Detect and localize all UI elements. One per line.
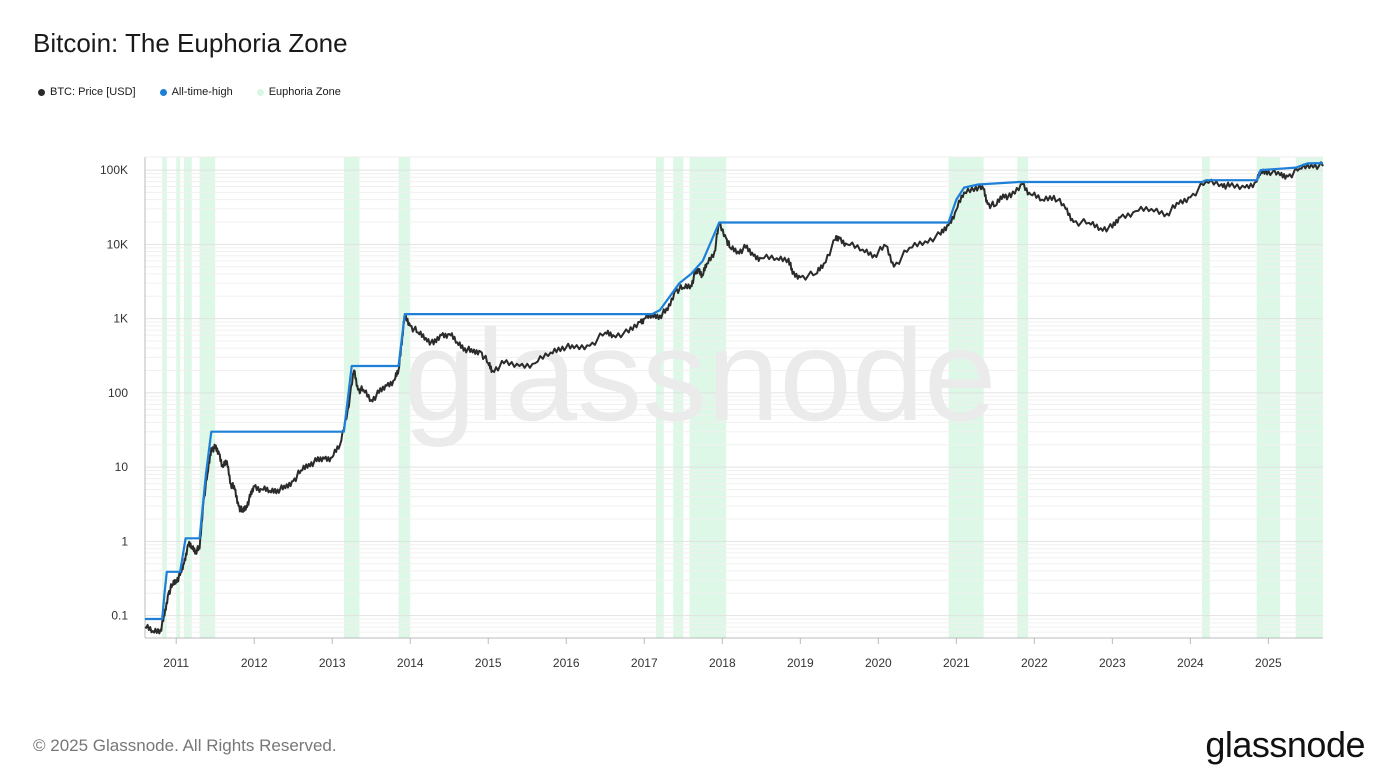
euphoria-zone-1 xyxy=(176,157,181,638)
x-tick-label-1: 2012 xyxy=(241,656,268,670)
x-tick-label-5: 2016 xyxy=(553,656,580,670)
euphoria-zone-2 xyxy=(184,157,192,638)
series-line-ath xyxy=(145,162,1324,621)
x-tick-label-14: 2025 xyxy=(1255,656,1282,670)
euphoria-zone-5 xyxy=(398,157,411,638)
axes: 0.1 1 10 100 1K 10K 100K 2011 2012 2013 2014 2015 20… xyxy=(100,156,1323,670)
legend-label-euphoria: Euphoria Zone xyxy=(268,86,341,98)
euphoria-zone-3 xyxy=(199,157,216,638)
legend-dot-price xyxy=(38,88,45,96)
legend-dot-euphoria xyxy=(256,88,264,96)
x-tick-label-12: 2023 xyxy=(1099,656,1126,670)
watermark: glassnode xyxy=(404,302,997,448)
y-tick-label-0: 0.1 xyxy=(111,609,128,623)
x-tick-label-13: 2024 xyxy=(1177,656,1204,670)
y-tick-label-1: 1 xyxy=(121,534,128,548)
euphoria-zone-4 xyxy=(343,157,360,638)
x-tick-label-3: 2014 xyxy=(397,656,424,670)
x-tick-label-10: 2021 xyxy=(943,656,970,670)
legend-item-ath[interactable]: All-time-high xyxy=(159,86,233,98)
x-tick-label-4: 2015 xyxy=(475,656,502,670)
legend-item-euphoria[interactable]: Euphoria Zone xyxy=(256,86,341,98)
chart-title: Bitcoin: The Euphoria Zone xyxy=(33,28,348,58)
legend-label-ath: All-time-high xyxy=(171,86,233,98)
y-tick-label-6: 100K xyxy=(100,163,128,177)
series-lines xyxy=(144,161,1324,635)
copyright-text: © 2025 Glassnode. All Rights Reserved. xyxy=(33,736,337,755)
euphoria-zone-6 xyxy=(655,157,664,638)
legend-item-price[interactable]: BTC: Price [USD] xyxy=(38,86,136,98)
x-tick-label-11: 2022 xyxy=(1021,656,1048,670)
series-line-price xyxy=(144,161,1324,635)
y-tick-label-2: 10 xyxy=(115,460,129,474)
x-tick-label-9: 2020 xyxy=(865,656,892,670)
gridlines xyxy=(145,169,1323,639)
x-tick-label-2: 2013 xyxy=(319,656,346,670)
euphoria-zone-7 xyxy=(673,157,684,638)
y-tick-label-4: 1K xyxy=(113,312,128,326)
x-tick-label-8: 2019 xyxy=(787,656,814,670)
euphoria-zone-12 xyxy=(1256,157,1281,638)
legend: BTC: Price [USD] All-time-high Euphoria … xyxy=(38,86,365,98)
x-tick-label-0: 2011 xyxy=(163,656,189,670)
legend-label-price: BTC: Price [USD] xyxy=(50,86,136,98)
x-tick-label-7: 2018 xyxy=(709,656,736,670)
euphoria-zone-0 xyxy=(162,157,167,638)
euphoria-zone-11 xyxy=(1202,157,1210,638)
euphoria-zone-13 xyxy=(1295,157,1323,638)
x-tick-label-6: 2017 xyxy=(631,656,658,670)
y-tick-label-5: 10K xyxy=(107,237,128,251)
euphoria-zone-10 xyxy=(1017,157,1029,638)
y-tick-label-3: 100 xyxy=(108,386,128,400)
legend-dot-ath xyxy=(159,88,167,96)
glassnode-logo[interactable]: glassnode xyxy=(1205,724,1365,765)
